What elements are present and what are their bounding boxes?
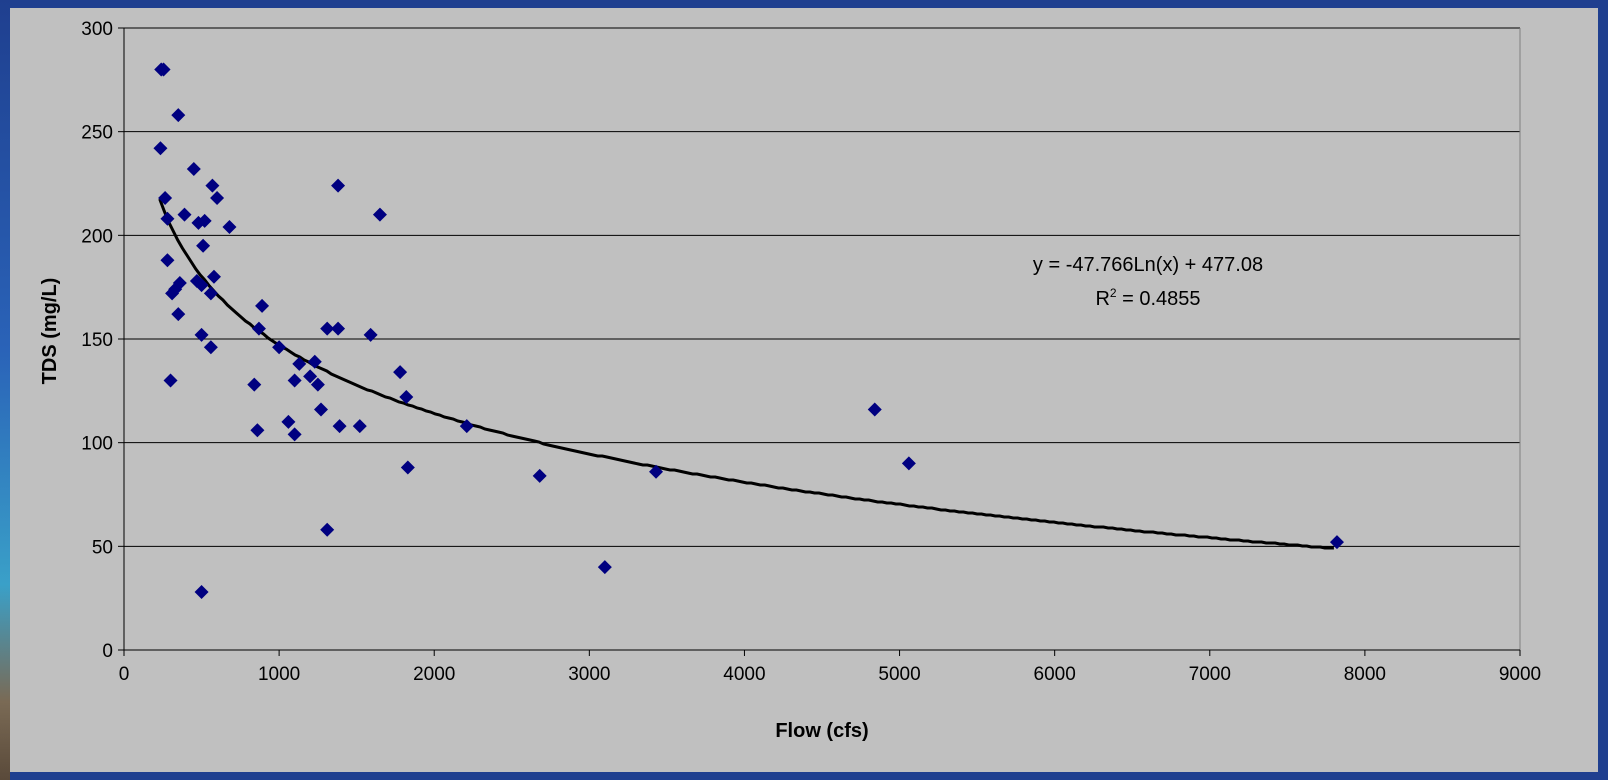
data-point-26 [194, 584, 209, 599]
x-tick-label-2000: 2000 [413, 664, 455, 685]
data-point-36 [303, 369, 318, 384]
log-trendline [158, 198, 1334, 550]
y-tick-labels: 0 50 100 150 200 250 300 [81, 19, 113, 662]
data-point-7 [205, 178, 220, 193]
data-point-34 [287, 373, 302, 388]
data-point-50 [400, 460, 415, 475]
x-tick-label-3000: 3000 [568, 664, 610, 685]
r-squared-exponent: 2 [1110, 286, 1117, 300]
data-point-45 [352, 419, 367, 434]
data-point-37 [307, 354, 322, 369]
y-axis-title: TDS (mg/L) [39, 278, 61, 385]
y-tick-label-50: 50 [92, 537, 113, 558]
y-tick-label-0: 0 [102, 641, 113, 662]
x-tick-label-8000: 8000 [1344, 664, 1386, 685]
data-point-55 [867, 402, 882, 417]
data-point-14 [163, 373, 178, 388]
tds-vs-flow-scatter-chart: 0 1000 2000 3000 4000 5000 6000 7000 8000 9000 0 5… [39, 19, 1541, 742]
y-tick-label-300: 300 [81, 19, 113, 40]
x-tick-label-7000: 7000 [1189, 664, 1231, 685]
gridlines [124, 27, 1520, 547]
data-point-21 [206, 269, 221, 284]
data-point-42 [320, 522, 335, 537]
y-tick-label-250: 250 [81, 123, 113, 144]
data-point-41 [331, 321, 346, 336]
data-point-44 [332, 419, 347, 434]
data-point-4 [158, 191, 173, 206]
axes [118, 27, 1521, 656]
data-point-18 [196, 238, 211, 253]
data-point-38 [310, 377, 325, 392]
data-point-24 [194, 327, 209, 342]
data-point-54 [649, 464, 664, 479]
data-point-33 [287, 427, 302, 442]
data-point-48 [393, 365, 408, 380]
x-tick-label-6000: 6000 [1034, 664, 1076, 685]
r-squared-label: R2 = 0.4855 [1095, 286, 1200, 310]
data-point-30 [250, 423, 265, 438]
trendline-group [158, 198, 1334, 550]
slide-frame-left-edge [0, 0, 10, 780]
x-tick-labels: 0 1000 2000 3000 4000 5000 6000 7000 8000 9000 [119, 664, 1541, 685]
chart-panel: 0 1000 2000 3000 4000 5000 6000 7000 8000 9000 0 5… [10, 8, 1598, 772]
data-point-47 [372, 207, 387, 222]
data-point-6 [186, 161, 201, 176]
x-tick-label-5000: 5000 [878, 664, 920, 685]
data-point-17 [197, 213, 212, 228]
trendline-equation: y = -47.766Ln(x) + 477.08 [1033, 254, 1263, 276]
data-point-8 [210, 191, 225, 206]
r-squared-value: = 0.4855 [1117, 288, 1201, 310]
data-point-49 [399, 390, 414, 405]
data-point-31 [272, 340, 287, 355]
data-point-13 [171, 307, 186, 322]
data-point-40 [320, 321, 335, 336]
data-point-57 [1329, 535, 1344, 550]
data-point-29 [255, 298, 270, 313]
data-point-2 [153, 141, 168, 156]
data-point-23 [222, 220, 237, 235]
x-axis-title: Flow (cfs) [775, 720, 868, 742]
data-point-25 [203, 340, 218, 355]
data-point-22 [203, 286, 218, 301]
data-point-39 [313, 402, 328, 417]
data-point-1 [156, 62, 171, 77]
data-point-46 [363, 327, 378, 342]
data-point-32 [281, 414, 296, 429]
data-point-53 [597, 560, 612, 575]
data-points [153, 62, 1344, 599]
data-point-51 [459, 419, 474, 434]
data-point-43 [331, 178, 346, 193]
x-tick-label-1000: 1000 [258, 664, 300, 685]
y-tick-label-100: 100 [81, 434, 113, 455]
data-point-3 [171, 108, 186, 123]
data-point-5 [160, 211, 175, 226]
data-point-15 [177, 207, 192, 222]
data-point-52 [532, 468, 547, 483]
y-tick-label-150: 150 [81, 330, 113, 351]
data-point-12 [172, 276, 187, 291]
x-tick-label-0: 0 [119, 664, 130, 685]
y-tick-label-200: 200 [81, 226, 113, 247]
data-point-9 [160, 253, 175, 268]
data-point-56 [901, 456, 916, 471]
x-tick-label-9000: 9000 [1499, 664, 1541, 685]
data-point-28 [251, 321, 266, 336]
r-squared-symbol: R [1095, 288, 1109, 310]
data-point-35 [292, 356, 307, 371]
x-tick-label-4000: 4000 [723, 664, 765, 685]
data-point-27 [247, 377, 262, 392]
data-point-20 [194, 278, 209, 293]
